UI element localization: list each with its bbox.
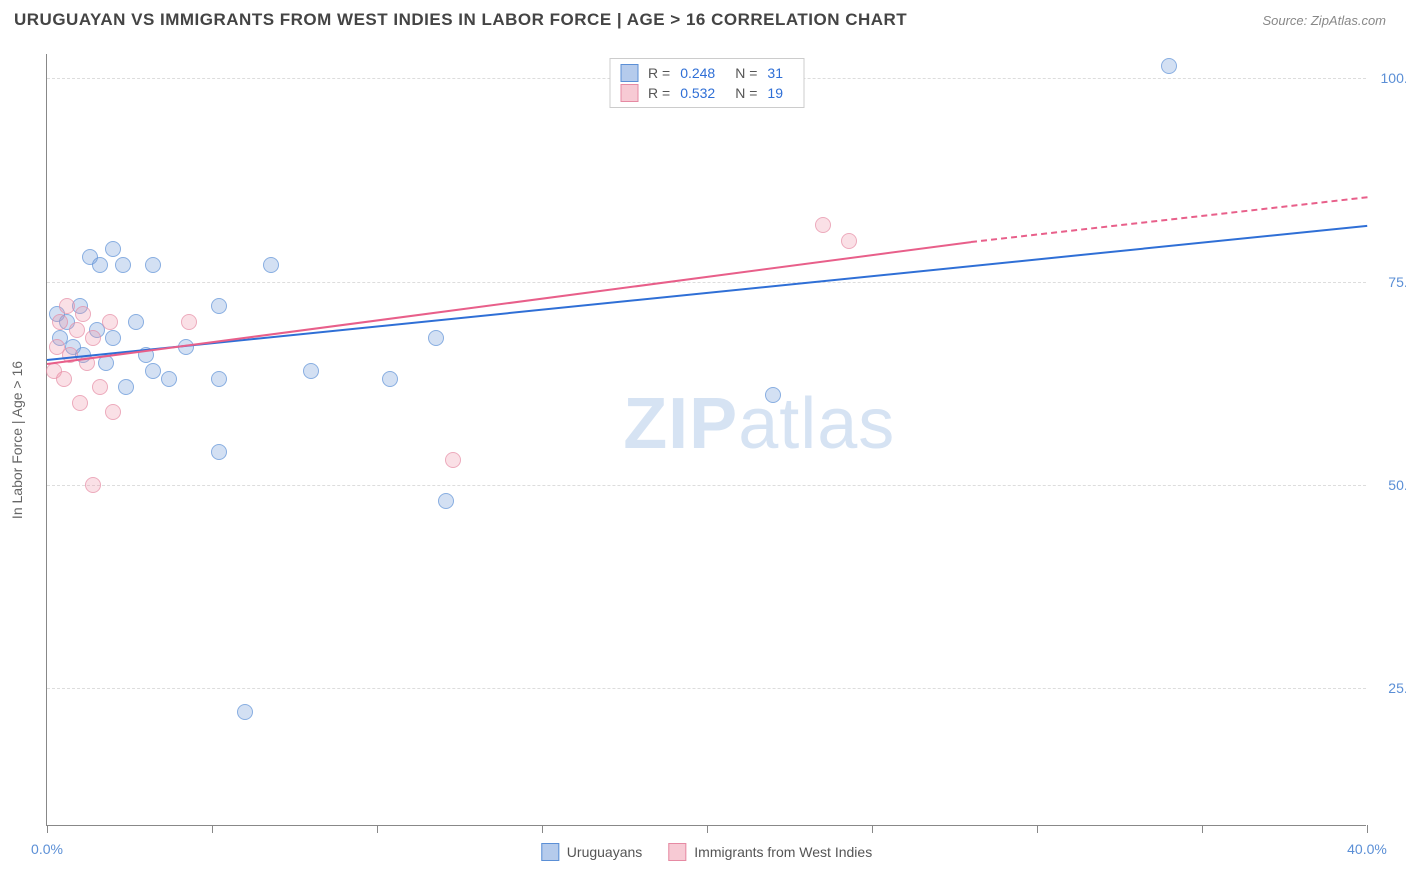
data-point	[181, 314, 197, 330]
data-point	[92, 379, 108, 395]
data-point	[815, 217, 831, 233]
chart-title: URUGUAYAN VS IMMIGRANTS FROM WEST INDIES…	[14, 10, 907, 30]
legend-row-uruguayans: R = 0.248 N = 31	[620, 63, 793, 83]
legend-item-westindies: Immigrants from West Indies	[668, 843, 872, 861]
data-point	[115, 257, 131, 273]
data-point	[765, 387, 781, 403]
data-point	[211, 371, 227, 387]
x-tick	[542, 825, 543, 833]
gridline	[47, 688, 1366, 689]
r-label: R =	[648, 85, 670, 101]
legend-item-uruguayans: Uruguayans	[541, 843, 643, 861]
data-point	[118, 379, 134, 395]
swatch-uruguayans-icon	[620, 64, 638, 82]
data-point	[128, 314, 144, 330]
chart-header: URUGUAYAN VS IMMIGRANTS FROM WEST INDIES…	[0, 0, 1406, 36]
trend-line	[971, 196, 1367, 243]
data-point	[75, 306, 91, 322]
data-point	[1161, 58, 1177, 74]
y-axis-label: In Labor Force | Age > 16	[9, 360, 25, 518]
swatch-westindies-icon	[620, 84, 638, 102]
r-value-westindies: 0.532	[680, 85, 725, 101]
data-point	[102, 314, 118, 330]
data-point	[445, 452, 461, 468]
legend-row-westindies: R = 0.532 N = 19	[620, 83, 793, 103]
data-point	[841, 233, 857, 249]
data-point	[52, 314, 68, 330]
data-point	[211, 298, 227, 314]
data-point	[145, 257, 161, 273]
data-point	[72, 395, 88, 411]
data-point	[303, 363, 319, 379]
y-tick-label: 50.0%	[1372, 477, 1406, 493]
scatter-chart: ZIPatlas In Labor Force | Age > 16 R = 0…	[46, 54, 1366, 826]
legend-label-uruguayans: Uruguayans	[567, 844, 643, 860]
r-label: R =	[648, 65, 670, 81]
chart-source: Source: ZipAtlas.com	[1262, 13, 1386, 28]
correlation-legend: R = 0.248 N = 31 R = 0.532 N = 19	[609, 58, 804, 108]
swatch-uruguayans-icon	[541, 843, 559, 861]
data-point	[105, 241, 121, 257]
x-tick	[707, 825, 708, 833]
x-tick-label: 0.0%	[31, 841, 63, 857]
gridline	[47, 485, 1366, 486]
x-tick	[1037, 825, 1038, 833]
data-point	[59, 298, 75, 314]
legend-label-westindies: Immigrants from West Indies	[694, 844, 872, 860]
data-point	[92, 257, 108, 273]
x-tick	[377, 825, 378, 833]
data-point	[85, 330, 101, 346]
y-tick-label: 25.0%	[1372, 680, 1406, 696]
watermark: ZIPatlas	[623, 383, 895, 465]
data-point	[145, 363, 161, 379]
n-value-uruguayans: 31	[767, 65, 793, 81]
data-point	[161, 371, 177, 387]
r-value-uruguayans: 0.248	[680, 65, 725, 81]
x-tick	[1202, 825, 1203, 833]
x-tick-label: 40.0%	[1347, 841, 1387, 857]
data-point	[56, 371, 72, 387]
series-legend: Uruguayans Immigrants from West Indies	[541, 843, 872, 861]
trend-line	[47, 225, 1367, 361]
data-point	[105, 404, 121, 420]
data-point	[69, 322, 85, 338]
n-label: N =	[735, 85, 757, 101]
data-point	[382, 371, 398, 387]
x-tick	[1367, 825, 1368, 833]
data-point	[85, 477, 101, 493]
data-point	[211, 444, 227, 460]
x-tick	[212, 825, 213, 833]
data-point	[428, 330, 444, 346]
x-tick	[47, 825, 48, 833]
data-point	[263, 257, 279, 273]
trend-line	[47, 241, 971, 365]
y-tick-label: 100.0%	[1372, 70, 1406, 86]
data-point	[105, 330, 121, 346]
y-tick-label: 75.0%	[1372, 274, 1406, 290]
x-tick	[872, 825, 873, 833]
n-label: N =	[735, 65, 757, 81]
data-point	[438, 493, 454, 509]
swatch-westindies-icon	[668, 843, 686, 861]
gridline	[47, 282, 1366, 283]
n-value-westindies: 19	[767, 85, 793, 101]
data-point	[237, 704, 253, 720]
